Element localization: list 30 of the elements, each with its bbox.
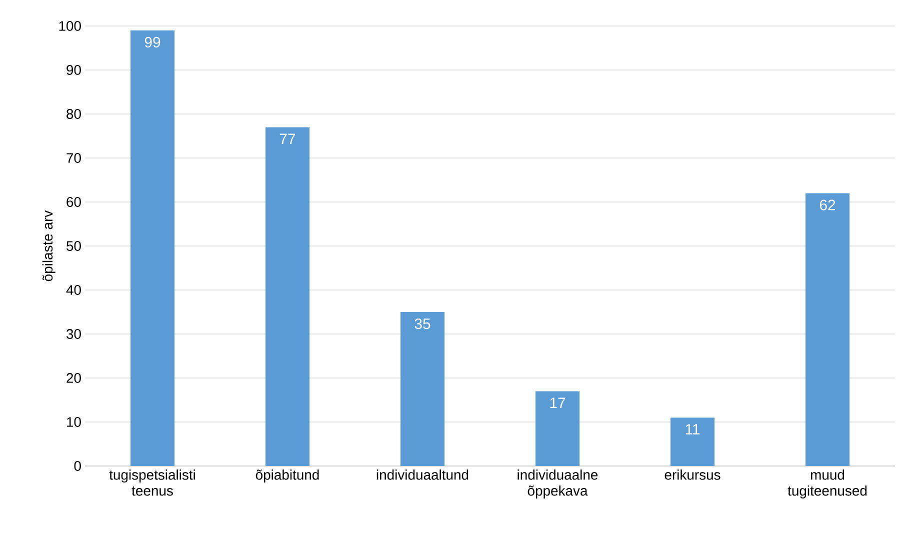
y-tick-label: 0 [74, 461, 81, 471]
x-tick-label: tugispetsialisti teenus [109, 470, 195, 496]
y-tick-label: 40 [66, 285, 81, 295]
data-label: 35 [414, 318, 430, 330]
bar [670, 418, 715, 466]
bar [266, 127, 310, 466]
y-tick-label: 100 [59, 21, 81, 31]
data-label: 77 [280, 134, 296, 144]
bar [400, 312, 445, 466]
y-tick-label: 10 [67, 417, 81, 427]
data-label: 99 [144, 36, 160, 48]
y-tick-label: 80 [66, 109, 81, 119]
bar [536, 391, 580, 466]
y-tick-label: 30 [66, 329, 81, 339]
y-tick-label: 90 [66, 65, 81, 75]
x-tick-label: erikursus [664, 470, 720, 480]
bar [806, 193, 850, 466]
y-tick-label: 60 [66, 197, 81, 207]
bar [130, 30, 174, 466]
x-tick-label: muud tugiteenused [788, 470, 867, 498]
x-tick-label: õpiabitund [256, 470, 319, 483]
data-label: 62 [820, 200, 836, 210]
data-label: 17 [550, 398, 566, 408]
x-tick-label: individuaalne õppekava [518, 470, 598, 498]
y-tick-label: 70 [66, 153, 81, 163]
x-tick-label: individuaaltund [376, 470, 468, 480]
y-tick-label: 20 [66, 373, 81, 383]
y-axis-title: õpilaste arv [42, 210, 56, 282]
data-label: 11 [686, 424, 700, 434]
y-tick-label: 50 [66, 241, 81, 251]
